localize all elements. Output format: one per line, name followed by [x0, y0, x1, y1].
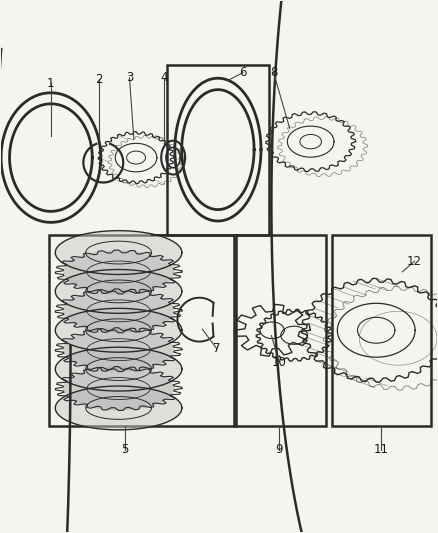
- Text: 4: 4: [161, 71, 168, 84]
- Ellipse shape: [63, 289, 174, 333]
- Ellipse shape: [55, 231, 182, 274]
- Ellipse shape: [55, 347, 182, 391]
- Ellipse shape: [63, 367, 174, 410]
- Text: 5: 5: [121, 443, 129, 456]
- Text: 10: 10: [272, 356, 287, 369]
- Bar: [332, 235, 431, 426]
- Text: 9: 9: [276, 443, 283, 456]
- Text: 12: 12: [407, 255, 422, 268]
- Ellipse shape: [55, 270, 182, 313]
- Text: 3: 3: [126, 71, 133, 84]
- Text: 2: 2: [95, 73, 102, 86]
- Text: 1: 1: [47, 77, 55, 90]
- Text: 7: 7: [213, 342, 221, 356]
- Bar: [234, 235, 326, 426]
- Bar: [166, 64, 269, 235]
- Ellipse shape: [55, 386, 182, 430]
- Text: 6: 6: [239, 66, 247, 79]
- Bar: [49, 235, 237, 426]
- Text: 8: 8: [270, 66, 277, 79]
- Ellipse shape: [63, 328, 174, 372]
- Text: 11: 11: [374, 443, 389, 456]
- Ellipse shape: [55, 308, 182, 352]
- Ellipse shape: [63, 250, 174, 294]
